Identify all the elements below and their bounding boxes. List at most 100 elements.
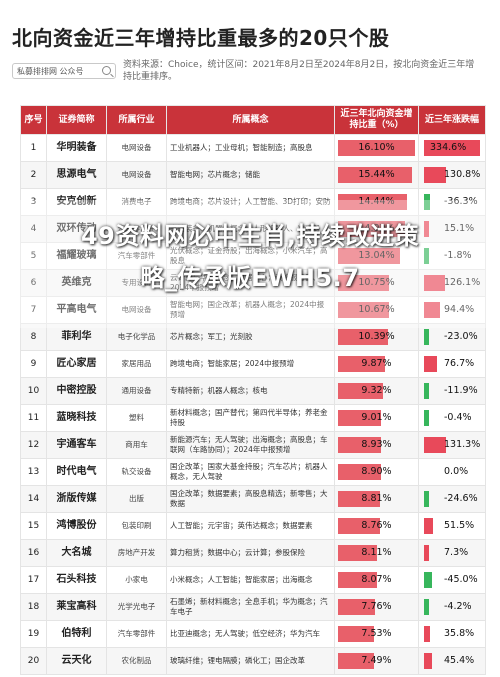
cell-ratio: 13.04%: [334, 242, 419, 270]
cell-change: 35.8%: [418, 620, 486, 648]
cell-name: 浙版传媒: [46, 485, 107, 513]
ratio-value: 7.76%: [361, 601, 392, 612]
cell-industry: 出版: [106, 485, 167, 513]
cell-ratio: 14.02%: [334, 215, 419, 243]
ratio-bar: [338, 356, 386, 372]
change-value: -11.9%: [444, 385, 478, 396]
ratio-bar: [338, 572, 377, 588]
header-rank: 序号: [20, 105, 47, 135]
cell-rank: 17: [20, 566, 47, 594]
brand-search-box[interactable]: 私募排排网 公众号: [12, 63, 116, 79]
change-up-bar: [424, 653, 432, 669]
header-industry: 所属行业: [106, 105, 167, 135]
ratio-value: 9.01%: [361, 412, 392, 423]
ratio-value: 13.04%: [358, 250, 395, 261]
search-icon[interactable]: [102, 66, 111, 75]
table-row: 14 浙版传媒 出版 国企改革；数据要素；高股息精选；新零售；大数据 8.81% -24.…: [20, 485, 486, 513]
cell-industry: 通用设备: [106, 377, 167, 405]
change-down-bar: [424, 410, 429, 426]
cell-rank: 9: [20, 350, 47, 378]
change-down-bar: [424, 599, 429, 615]
header-name: 证券简称: [46, 105, 107, 135]
cell-rank: 4: [20, 215, 47, 243]
cell-name: 石头科技: [46, 566, 107, 594]
ratio-value: 9.87%: [361, 358, 392, 369]
cell-name: 平高电气: [46, 296, 107, 324]
change-up-bar: [424, 167, 446, 183]
ratio-bar: [338, 410, 382, 426]
table-row: 10 中密控股 通用设备 专精特新；机器人概念；核电 9.32% -11.9%: [20, 377, 486, 405]
ratio-bar: [338, 518, 380, 534]
cell-rank: 15: [20, 512, 47, 540]
cell-concept: 工业机器人；工业母机；智能制造；高股息: [166, 134, 335, 162]
change-down-bar: [424, 329, 429, 345]
change-value: -0.4%: [444, 412, 472, 423]
cell-ratio: 8.11%: [334, 539, 419, 567]
cell-change: -0.4%: [418, 404, 486, 432]
cell-concept: 光伏概念；证金持股；出海概念；小米汽车；高股息: [166, 242, 335, 270]
change-up-bar: [424, 302, 440, 318]
cell-change: 0.0%: [418, 458, 486, 486]
ratio-bar: [338, 545, 377, 561]
table-row: 1 华明装备 电网设备 工业机器人；工业母机；智能制造；高股息 16.10% 334.6%: [20, 134, 486, 162]
cell-rank: 13: [20, 458, 47, 486]
cell-concept: 国企改革；数据要素；高股息精选；新零售；大数据: [166, 485, 335, 513]
cell-rank: 10: [20, 377, 47, 405]
table-row: 4 双环传动 汽车零部件 高端装备；机器人概念；人形机器人、减速器 14.02% 15.1…: [20, 215, 486, 243]
cell-name: 中密控股: [46, 377, 107, 405]
cell-industry: 电网设备: [106, 161, 167, 189]
cell-ratio: 9.01%: [334, 404, 419, 432]
cell-name: 思源电气: [46, 161, 107, 189]
cell-name: 华明装备: [46, 134, 107, 162]
change-up-bar: [424, 626, 430, 642]
cell-concept: 新材料概念；国产替代；第四代半导体；养老金持股: [166, 404, 335, 432]
change-down-bar: [424, 383, 429, 399]
cell-ratio: 10.75%: [334, 269, 419, 297]
cell-ratio: 8.76%: [334, 512, 419, 540]
change-value: 334.6%: [430, 142, 467, 153]
table-row: 16 大名城 房地产开发 算力租赁；数据中心；云计算；参股保险 8.11% 7.3%: [20, 539, 486, 567]
table-row: 2 思源电气 电网设备 智能电网；芯片概念；储能 15.44% 130.8%: [20, 161, 486, 189]
change-value: 7.3%: [444, 547, 469, 558]
cell-rank: 14: [20, 485, 47, 513]
cell-ratio: 8.81%: [334, 485, 419, 513]
cell-rank: 1: [20, 134, 47, 162]
change-down-bar: [424, 194, 431, 210]
watermark-overlay: 49资料网必中生肖,持续改进策 略_传承版EWH5.7: [0, 200, 500, 328]
cell-name: 双环传动: [46, 215, 107, 243]
cell-name: 莱宝高科: [46, 593, 107, 621]
cell-industry: 电子化学品: [106, 323, 167, 351]
table-body: 1 华明装备 电网设备 工业机器人；工业母机；智能制造；高股息 16.10% 334.6%…: [20, 134, 486, 675]
brand-label: 私募排排网 公众号: [17, 67, 84, 76]
cell-concept: 人工智能；元宇宙；英伟达概念；数据要素: [166, 512, 335, 540]
change-value: 94.4%: [444, 304, 475, 315]
change-value: 0.0%: [444, 466, 469, 477]
cell-industry: 专用设备: [106, 269, 167, 297]
cell-concept: 国企改革；国家大基金持股；汽车芯片；机器人概念，无人驾驶: [166, 458, 335, 486]
table-row: 12 宇通客车 商用车 新能源汽车；无人驾驶；出海概念；高股息；车联网（车路协同）；2…: [20, 431, 486, 459]
cell-name: 菲利华: [46, 323, 107, 351]
cell-change: 334.6%: [418, 134, 486, 162]
cell-industry: 房地产开发: [106, 539, 167, 567]
cell-rank: 20: [20, 647, 47, 675]
table-row: 8 菲利华 电子化学品 芯片概念；军工；光刻胶 10.39% -23.0%: [20, 323, 486, 351]
ratio-value: 10.75%: [358, 277, 395, 288]
change-up-bar: [424, 221, 429, 237]
cell-rank: 11: [20, 404, 47, 432]
cell-change: -45.0%: [418, 566, 486, 594]
cell-change: 7.3%: [418, 539, 486, 567]
cell-industry: 包装印刷: [106, 512, 167, 540]
cell-ratio: 9.32%: [334, 377, 419, 405]
table-row: 17 石头科技 小家电 小米概念；人工智能；智能家居；出海概念 8.07% -45.0%: [20, 566, 486, 594]
ratio-value: 10.39%: [358, 331, 395, 342]
cell-ratio: 7.53%: [334, 620, 419, 648]
cell-concept: 高端装备；机器人概念；人形机器人、减速器: [166, 215, 335, 243]
cell-concept: 石墨烯；新材料概念；全息手机；华为概念；汽车电子: [166, 593, 335, 621]
cell-concept: 小米概念；人工智能；智能家居；出海概念: [166, 566, 335, 594]
cell-change: -1.8%: [418, 242, 486, 270]
change-value: 15.1%: [444, 223, 475, 234]
cell-rank: 19: [20, 620, 47, 648]
header-ratio: 近三年北向资金增持比重（%）: [334, 105, 419, 135]
cell-change: -23.0%: [418, 323, 486, 351]
